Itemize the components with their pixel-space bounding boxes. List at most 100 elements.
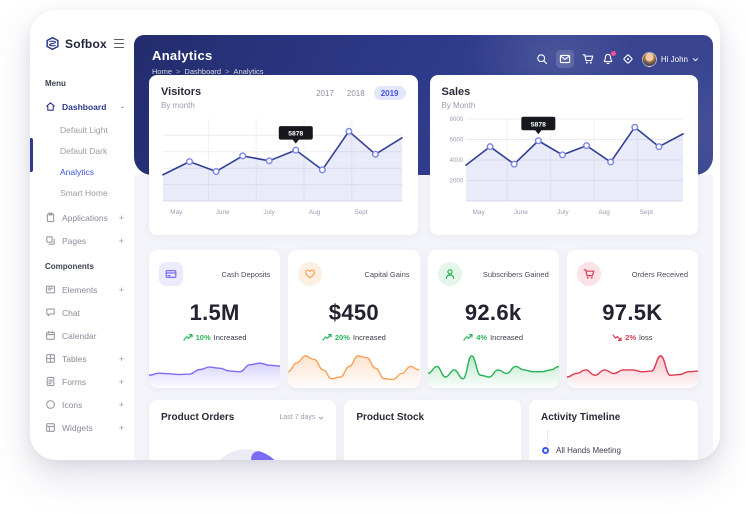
trend-up-icon	[322, 332, 332, 342]
trend-percent: 10%	[195, 332, 211, 342]
sidebar-subitem-analytics[interactable]: Analytics	[60, 166, 95, 177]
sidebar-item-label: Icons	[62, 399, 83, 410]
mail-icon[interactable]	[555, 50, 574, 68]
year-filter: 2017 2018 2019	[312, 86, 406, 100]
sidebar-subitem-default-dark[interactable]: Default Dark	[60, 145, 108, 156]
sidebar-item-label: Forms	[62, 376, 87, 387]
sidebar-item-applications[interactable]: Applications +	[30, 206, 134, 229]
sales-card: Sales By Month 2000 4000 6000 8000 May June Ju…	[429, 75, 698, 235]
user-greeting: Hi John	[660, 54, 688, 64]
breadcrumb-separator: >	[225, 67, 230, 76]
calendar-icon	[45, 330, 56, 341]
trend-up-icon	[463, 332, 473, 342]
sidebar-subitem-smart-home[interactable]: Smart Home	[60, 187, 108, 198]
sidebar-item-elements[interactable]: Elements +	[30, 278, 134, 301]
stat-value: 92.6k	[464, 300, 522, 325]
sidebar-item-forms[interactable]: Forms +	[30, 370, 134, 393]
activity-timeline-title: Activity Timeline	[540, 412, 621, 423]
year-filter-2017[interactable]: 2017	[316, 88, 334, 98]
svg-text:Aug: Aug	[598, 209, 610, 216]
stat-title: Subscribers Gained	[482, 269, 549, 279]
sidebar: Sofbox Menu Dashboard - Default Light Defaul…	[30, 10, 134, 460]
stat-sparkline-chart	[288, 344, 420, 388]
cart-icon	[576, 262, 601, 286]
page-title: Analytics	[152, 48, 213, 63]
expand-indicator: -	[121, 101, 124, 112]
product-orders-donut-chart[interactable]	[198, 442, 294, 460]
sidebar-item-pages[interactable]: Pages +	[30, 229, 134, 252]
year-filter-2019[interactable]: 2019	[373, 86, 406, 100]
sidebar-item-label: Dashboard	[62, 101, 107, 112]
cart-icon[interactable]	[582, 53, 594, 65]
sidebar-item-label: Tables	[62, 353, 87, 364]
stats-row: Cash Deposits 1.5M 10% Increased Capital Gai…	[149, 250, 698, 388]
svg-text:2000: 2000	[449, 179, 463, 185]
timeline-dot	[541, 447, 549, 454]
stat-card-cash-deposits: Cash Deposits 1.5M 10% Increased	[149, 250, 281, 388]
sidebar-item-chat[interactable]: Chat	[30, 301, 134, 324]
sidebar-item-icons[interactable]: Icons +	[30, 393, 134, 416]
trend-down-icon	[612, 332, 622, 342]
visitors-line-chart[interactable]: May June July Aug Sept 5878	[161, 115, 405, 219]
chevron-down-icon	[318, 415, 324, 421]
stat-card-capital-gains: Capital Gains $450 20% Increased	[288, 250, 420, 388]
visitors-subtitle: By month	[161, 101, 195, 110]
table-icon	[45, 353, 56, 364]
trend-label: Increased	[490, 332, 524, 342]
expand-indicator: +	[118, 284, 124, 295]
user-menu[interactable]: Hi John	[641, 51, 699, 67]
pages-icon	[45, 235, 56, 246]
sidebar-item-tables[interactable]: Tables +	[30, 347, 134, 370]
expand-indicator: +	[118, 376, 124, 387]
sidebar-item-label: Widgets	[62, 422, 93, 433]
sidebar-item-label: Elements	[62, 284, 98, 295]
stat-sparkline-chart	[566, 344, 698, 388]
product-orders-filter-dropdown[interactable]: Last 7 days	[280, 414, 325, 421]
bell-icon[interactable]	[602, 51, 616, 65]
sidebar-item-calendar[interactable]: Calendar	[30, 324, 134, 347]
svg-text:6000: 6000	[449, 138, 463, 144]
header-actions: Hi John	[536, 50, 699, 68]
trend-label: Increased	[213, 332, 247, 342]
timeline-item-label: All Hands Meeting	[555, 446, 621, 455]
trend-percent: 2%	[625, 332, 637, 342]
product-stock-title: Product Stock	[356, 412, 425, 423]
sales-line-chart[interactable]: 2000 4000 6000 8000 May June July Aug Sept 5878	[442, 115, 686, 219]
expand-indicator: +	[118, 422, 124, 433]
avatar	[641, 51, 657, 67]
sidebar-item-widgets[interactable]: Widgets +	[30, 416, 134, 439]
sidebar-submenu: Default Light Default Dark Analytics Smart …	[30, 118, 134, 206]
sidebar-toggle-hamburger-icon[interactable]	[112, 37, 126, 51]
filter-label: Last 7 days	[279, 414, 316, 421]
brand-name: Sofbox	[65, 36, 107, 51]
breadcrumb: Home > Dashboard > Analytics	[152, 67, 695, 76]
svg-text:Aug: Aug	[309, 209, 321, 216]
home-icon	[45, 101, 56, 112]
trend-up-icon	[183, 332, 193, 342]
stat-title: Orders Received	[631, 269, 688, 279]
sofbox-logo-icon	[45, 36, 60, 51]
icons-icon	[45, 399, 56, 410]
trend-percent: 20%	[334, 332, 350, 342]
breadcrumb-item-home[interactable]: Home	[152, 67, 173, 76]
timeline-item[interactable]: All Hands Meeting	[541, 446, 621, 455]
year-filter-2018[interactable]: 2018	[346, 88, 365, 98]
active-menu-indicator	[30, 138, 33, 172]
form-icon	[45, 376, 56, 387]
compass-icon[interactable]	[622, 53, 634, 65]
svg-text:5878: 5878	[288, 131, 303, 138]
svg-text:July: July	[557, 209, 569, 216]
product-stock-card: Product Stock	[344, 400, 521, 460]
breadcrumb-item-analytics[interactable]: Analytics	[233, 67, 264, 76]
product-orders-title: Product Orders	[161, 412, 235, 423]
svg-text:June: June	[216, 209, 230, 216]
main-area: Analytics Home > Dashboard > Analytics Hi Jo…	[134, 10, 720, 460]
stat-sparkline-chart	[427, 344, 559, 388]
sidebar-item-dashboard[interactable]: Dashboard -	[30, 95, 134, 118]
breadcrumb-separator: >	[176, 67, 181, 76]
sales-title: Sales	[441, 86, 471, 98]
search-icon[interactable]	[536, 53, 548, 65]
breadcrumb-item-dashboard[interactable]: Dashboard	[184, 67, 222, 76]
sidebar-subitem-default-light[interactable]: Default Light	[60, 124, 108, 135]
trend-percent: 4%	[476, 332, 488, 342]
